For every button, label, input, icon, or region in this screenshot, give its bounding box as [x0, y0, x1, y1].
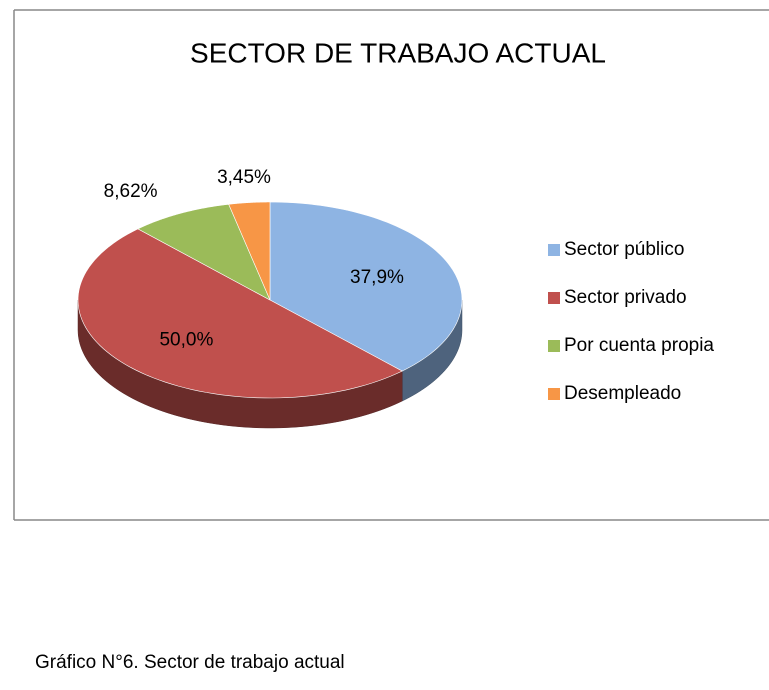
- legend-swatch: [548, 388, 560, 400]
- pie-slice: [269, 201, 463, 372]
- data-label: 50,0%: [159, 329, 213, 350]
- legend-swatch: [548, 340, 560, 352]
- legend-label: Por cuenta propia: [564, 335, 714, 356]
- chart-title: SECTOR DE TRABAJO ACTUAL: [190, 37, 606, 68]
- legend-label: Desempleado: [564, 383, 681, 404]
- pie-slice: [228, 201, 271, 301]
- data-label: 37,9%: [350, 267, 404, 288]
- data-label: 3,45%: [217, 167, 271, 188]
- data-label: 8,62%: [104, 181, 158, 202]
- pie-slice: [77, 228, 403, 399]
- legend-swatch: [548, 292, 560, 304]
- legend-label: Sector privado: [564, 287, 687, 308]
- pie-slice: [137, 203, 271, 301]
- legend-swatch: [548, 244, 560, 256]
- legend-label: Sector público: [564, 239, 684, 260]
- caption: Gráfico N°6. Sector de trabajo actual: [35, 652, 345, 673]
